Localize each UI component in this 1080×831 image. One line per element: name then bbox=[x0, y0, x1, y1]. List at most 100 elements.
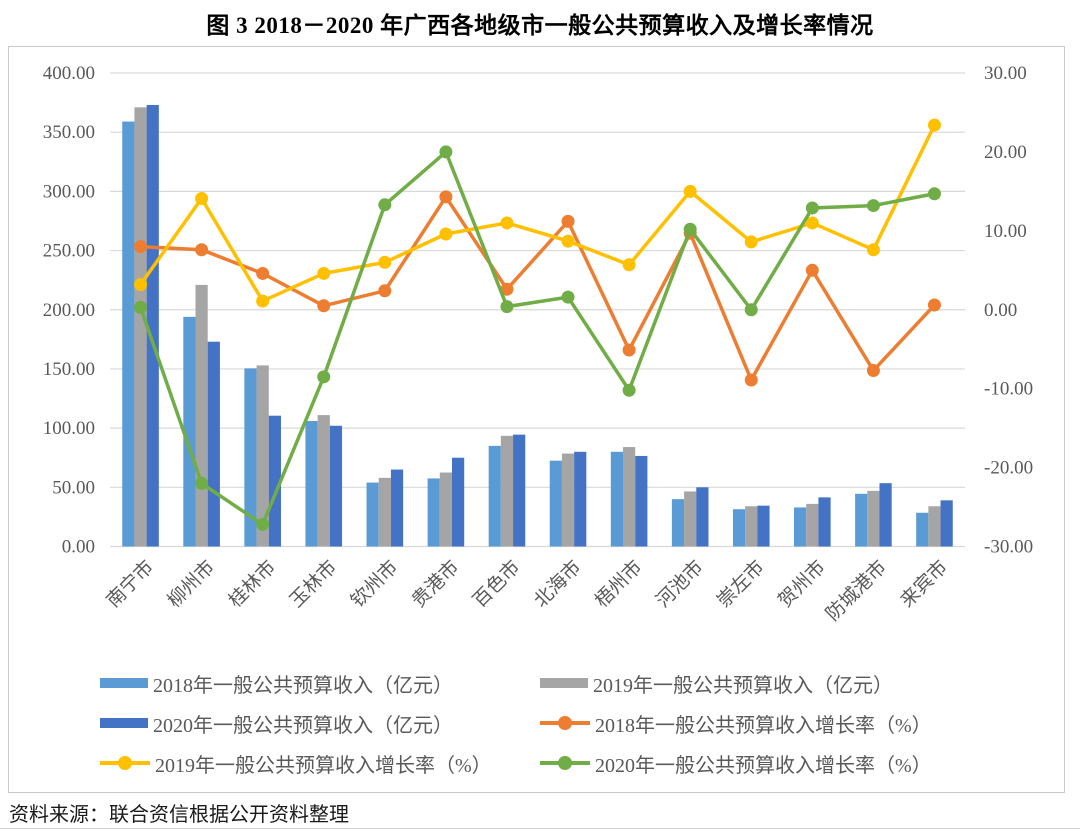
bar bbox=[623, 447, 636, 547]
line-point bbox=[866, 199, 880, 213]
line-point bbox=[805, 201, 819, 215]
right-axis-tick-label: 30.00 bbox=[984, 63, 1027, 84]
left-axis-tick-label: 150.00 bbox=[43, 359, 95, 380]
x-category-label: 百色市 bbox=[469, 556, 525, 612]
line-point bbox=[805, 263, 819, 277]
line-point bbox=[317, 266, 331, 280]
bar bbox=[610, 451, 624, 547]
growth-line bbox=[138, 148, 935, 528]
line-point bbox=[378, 284, 392, 298]
bar bbox=[879, 483, 892, 547]
bar bbox=[513, 434, 526, 547]
bar bbox=[684, 491, 697, 547]
legend-line-swatch-2020-icon bbox=[540, 756, 590, 770]
bar bbox=[745, 506, 758, 547]
chart-title: 图 3 2018－2020 年广西各地级市一般公共预算收入及增长率情况 bbox=[206, 13, 874, 38]
bar bbox=[818, 497, 831, 547]
legend-item-2020-revenue: 2020年一般公共预算收入（亿元） bbox=[100, 709, 540, 738]
bar bbox=[134, 107, 147, 547]
bar bbox=[671, 499, 685, 547]
bar bbox=[574, 451, 587, 547]
line-point bbox=[134, 277, 148, 291]
x-category-label: 崇左市 bbox=[713, 556, 769, 612]
legend-item-2020-growth: 2020年一般公共预算收入增长率（%） bbox=[540, 749, 1000, 778]
bar bbox=[183, 316, 196, 547]
bar bbox=[207, 341, 220, 547]
legend-item-2019-growth: 2019年一般公共预算收入增长率（%） bbox=[100, 749, 540, 778]
bottom-divider bbox=[0, 828, 1080, 829]
bar bbox=[916, 512, 929, 547]
bar bbox=[635, 455, 648, 547]
right-axis-tick-label: -10.00 bbox=[984, 379, 1033, 400]
chart-legend: 2018年一般公共预算收入（亿元） 2019年一般公共预算收入（亿元） 2020… bbox=[100, 663, 1000, 783]
line-point bbox=[500, 300, 514, 314]
right-axis-tick-label: -30.00 bbox=[984, 537, 1033, 558]
line-point bbox=[805, 216, 819, 230]
line-point bbox=[317, 370, 331, 384]
right-axis-tick-label: 20.00 bbox=[984, 142, 1027, 163]
bar bbox=[427, 478, 440, 547]
bar bbox=[732, 509, 746, 547]
bar bbox=[439, 472, 452, 547]
line-point bbox=[927, 298, 941, 312]
legend-label: 2018年一般公共预算收入（亿元） bbox=[153, 674, 453, 697]
line-point bbox=[866, 243, 880, 257]
bar bbox=[488, 445, 501, 547]
x-category-label: 贵港市 bbox=[408, 556, 464, 612]
line-point bbox=[500, 282, 514, 296]
left-axis-tick-label: 200.00 bbox=[43, 300, 95, 321]
left-axis-tick-label: 350.00 bbox=[43, 122, 95, 143]
growth-line bbox=[140, 193, 936, 384]
legend-label: 2020年一般公共预算收入增长率（%） bbox=[595, 754, 932, 777]
right-axis-tick-label: 10.00 bbox=[984, 221, 1027, 242]
bar bbox=[305, 421, 318, 547]
bar bbox=[366, 482, 379, 547]
line-point bbox=[500, 216, 514, 230]
left-axis-tick-label: 400.00 bbox=[43, 63, 95, 84]
line-point bbox=[683, 222, 697, 236]
x-category-label: 防城港市 bbox=[822, 556, 891, 625]
line-point bbox=[927, 187, 941, 201]
left-axis-tick-label: 0.00 bbox=[62, 537, 95, 558]
bar bbox=[940, 500, 953, 547]
line-point bbox=[744, 235, 758, 249]
line-point bbox=[439, 145, 453, 159]
line-point bbox=[744, 373, 758, 387]
line-point bbox=[195, 476, 209, 490]
line-point bbox=[134, 300, 148, 314]
legend-line-swatch-2019-icon bbox=[100, 756, 150, 770]
legend-label: 2018年一般公共预算收入增长率（%） bbox=[595, 714, 932, 737]
right-axis-tick-label: 0.00 bbox=[984, 300, 1017, 321]
bar bbox=[122, 121, 135, 547]
source-note: 资料来源：联合资信根据公开资料整理 bbox=[9, 804, 349, 826]
line-point bbox=[439, 190, 453, 204]
line-point bbox=[622, 383, 636, 397]
bar bbox=[390, 469, 404, 547]
line-point bbox=[256, 294, 270, 308]
right-axis-tick-label: -20.00 bbox=[984, 458, 1033, 479]
line-point bbox=[317, 299, 331, 313]
x-category-label: 南宁市 bbox=[102, 556, 158, 612]
bar bbox=[757, 505, 770, 547]
line-point bbox=[378, 255, 392, 269]
x-category-label: 贺州市 bbox=[774, 556, 830, 612]
legend-label: 2019年一般公共预算收入增长率（%） bbox=[155, 754, 492, 777]
legend-bar-swatch-2019-icon bbox=[540, 678, 588, 688]
left-axis-tick-label: 250.00 bbox=[43, 241, 95, 262]
line-point bbox=[622, 343, 636, 357]
legend-line-swatch-2018-icon bbox=[540, 716, 590, 730]
x-category-label: 桂林市 bbox=[224, 556, 280, 612]
bar bbox=[378, 477, 391, 547]
legend-bar-swatch-2020-icon bbox=[100, 718, 148, 728]
line-point bbox=[378, 198, 392, 212]
x-category-label: 来宾市 bbox=[896, 556, 952, 612]
legend-item-2019-revenue: 2019年一般公共预算收入（亿元） bbox=[540, 669, 1000, 698]
legend-label: 2020年一般公共预算收入（亿元） bbox=[153, 714, 453, 737]
line-point bbox=[561, 290, 575, 304]
legend-item-2018-growth: 2018年一般公共预算收入增长率（%） bbox=[540, 709, 1000, 738]
line-point bbox=[561, 234, 575, 248]
legend-item-2018-revenue: 2018年一般公共预算收入（亿元） bbox=[100, 669, 540, 698]
x-category-label: 河池市 bbox=[652, 556, 708, 612]
bar bbox=[561, 453, 575, 547]
